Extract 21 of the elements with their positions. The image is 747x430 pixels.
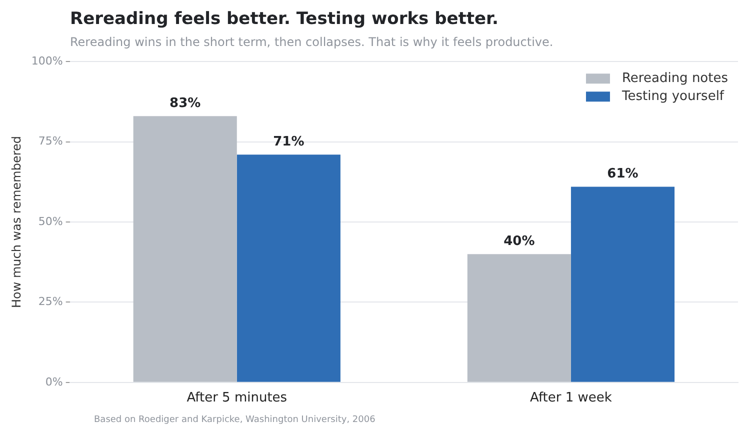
- y-tick-label: 25%: [38, 295, 63, 308]
- data-label: 83%: [170, 96, 201, 112]
- legend-label: Rereading notes: [622, 70, 728, 86]
- bar: [467, 254, 571, 382]
- y-axis-title: How much was remembered: [9, 136, 24, 308]
- y-tick-label: 100%: [31, 54, 63, 68]
- bar: [236, 154, 340, 382]
- bar: [133, 116, 237, 382]
- bar: [570, 186, 675, 382]
- data-label: 71%: [273, 134, 304, 150]
- x-tick-label: After 5 minutes: [186, 390, 288, 406]
- data-label: 61%: [607, 166, 638, 182]
- y-tick-label: 50%: [38, 214, 63, 228]
- data-label: 40%: [504, 234, 535, 249]
- chart-subtitle: Rereading wins in the short term, then collapses. That is why it feels productive.: [70, 35, 554, 49]
- y-tick-label: 75%: [38, 134, 63, 148]
- x-tick-label: After 1 week: [530, 390, 612, 406]
- text: Based on Roediger and Karpicke, Washington University, 2006: [94, 415, 376, 425]
- legend-label: Testing yourself: [620, 88, 724, 104]
- y-tick-label: 0%: [45, 375, 63, 388]
- chart-title: Rereading feels better. Testing works better.: [70, 9, 498, 29]
